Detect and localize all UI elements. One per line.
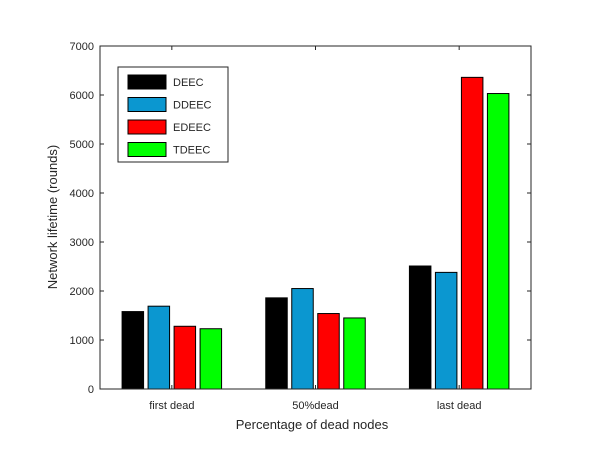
x-tick-label-last-dead: last dead — [437, 400, 482, 412]
bar-deec-last-dead — [408, 265, 432, 390]
bar-edeec-50-dead — [317, 313, 340, 390]
y-tick-label-4000: 4000 — [70, 188, 94, 200]
y-tick-label-0: 0 — [88, 384, 94, 396]
bar-tdeec-first-dead — [199, 328, 223, 390]
bar-deec-50-dead — [265, 297, 288, 390]
x-tick-label-50-dead: 50%dead — [292, 400, 339, 412]
legend-swatch-edeec — [127, 119, 167, 135]
bar-edeec-first-dead — [173, 325, 197, 390]
legend-label-edeec: EDEEC — [173, 122, 211, 134]
bar-ddeec-last-dead — [434, 271, 458, 390]
legend-swatch-deec — [127, 74, 167, 90]
y-tick-label-1000: 1000 — [70, 335, 94, 347]
bar-ddeec-50-dead — [291, 288, 314, 390]
bar-ddeec-first-dead — [147, 305, 171, 390]
legend-label-tdeec: TDEEC — [173, 145, 210, 157]
bar-tdeec-50-dead — [343, 317, 366, 390]
legend-swatch-tdeec — [127, 142, 167, 157]
bar-edeec-last-dead — [460, 76, 484, 390]
x-tick-label-first-dead: first dead — [149, 400, 194, 412]
y-axis-label: Network lifetime (rounds) — [45, 145, 60, 290]
ticks-group: 0 1000 2000 3000 4000 5000 6000 7000 first dead 5… — [70, 41, 531, 412]
legend: DEEC DDEEC EDEEC TDEEC — [117, 66, 229, 163]
y-tick-label-5000: 5000 — [70, 139, 94, 151]
y-tick-label-3000: 3000 — [70, 237, 94, 249]
bar-deec-first-dead — [121, 311, 145, 390]
x-axis-label: Percentage of dead nodes — [236, 417, 389, 432]
legend-swatch-ddeec — [127, 97, 167, 112]
legend-label-ddeec: DDEEC — [173, 100, 212, 112]
y-tick-label-6000: 6000 — [70, 90, 94, 102]
legend-label-deec: DEEC — [173, 77, 204, 89]
y-tick-label-2000: 2000 — [70, 286, 94, 298]
y-tick-label-7000: 7000 — [70, 41, 94, 53]
bar-tdeec-last-dead — [486, 93, 510, 390]
